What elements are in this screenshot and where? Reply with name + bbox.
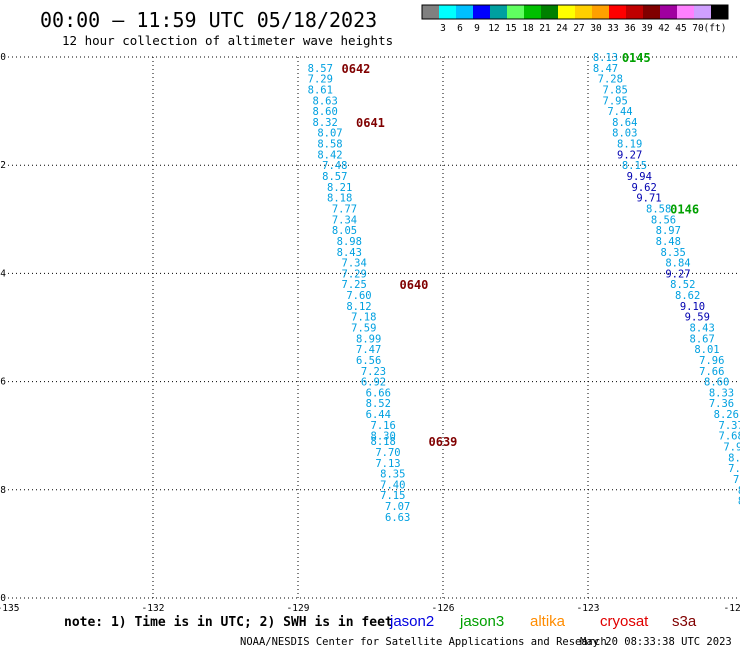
y-tick-label: -10	[0, 52, 6, 63]
colorbar-swatch	[643, 5, 660, 19]
pass-id-label: 0642	[342, 62, 371, 76]
y-tick-label: -18	[0, 485, 6, 496]
colorbar-label: 30	[590, 23, 602, 34]
colorbar-swatch	[558, 5, 575, 19]
colorbar-swatch	[575, 5, 592, 19]
colorbar-label: 70	[692, 23, 704, 34]
pass-id-label: 0145	[622, 51, 651, 65]
colorbar-label: 33	[607, 23, 618, 34]
legend-jason2: jason2	[389, 613, 434, 630]
footer-note: note: 1) Time is in UTC; 2) SWH is in fe…	[64, 615, 393, 630]
wave-height-value: 9.27	[665, 268, 690, 280]
y-tick-label: -16	[0, 377, 6, 388]
x-tick-label: -135	[0, 603, 19, 614]
satellite-legend: jason2 jason3 altika cryosat s3a	[389, 613, 697, 630]
y-tick-labels: -10 -12 -14 -16 -18 -20	[0, 52, 6, 604]
colorbar-swatch	[609, 5, 626, 19]
colorbar-swatch	[541, 5, 558, 19]
colorbar-label: 12	[488, 23, 499, 34]
pass-id-label: 0146	[670, 202, 699, 216]
legend-altika: altika	[530, 613, 566, 630]
colorbar-swatch	[694, 5, 711, 19]
colorbar-label: 15	[505, 23, 516, 34]
colorbar-label: 9	[474, 23, 480, 34]
footer-credit: NOAA/NESDIS Center for Satellite Applica…	[240, 636, 607, 648]
x-tick-label: -126	[432, 603, 455, 614]
colorbar-swatch	[456, 5, 473, 19]
footer-timestamp: May 20 08:33:38 UTC 2023	[580, 636, 732, 648]
pass-id-label: 0640	[400, 278, 429, 292]
wave-height-value: 9.59	[685, 312, 710, 324]
chart-subtitle: 12 hour collection of altimeter wave hei…	[62, 33, 393, 48]
legend-jason3: jason3	[459, 613, 504, 630]
colorbar-swatch	[660, 5, 677, 19]
colorbar-swatch	[524, 5, 541, 19]
legend-cryosat: cryosat	[600, 613, 649, 630]
pass-id-label: 0639	[429, 435, 458, 449]
wave-height-value: 9.27	[617, 149, 642, 161]
y-tick-label: -20	[0, 593, 6, 604]
colorbar-swatch	[490, 5, 507, 19]
x-tick-label: -124	[724, 603, 740, 614]
colorbar-label: 27	[573, 23, 584, 34]
colorbar-swatch	[507, 5, 524, 19]
x-tick-label: -123	[577, 603, 600, 614]
colorbar-label: 3	[440, 23, 446, 34]
wave-height-value: 9.71	[636, 193, 661, 205]
colorbar-swatch	[439, 5, 456, 19]
colorbar-unit: (ft)	[704, 23, 727, 34]
colorbar-label: 39	[641, 23, 653, 34]
colorbar-swatch	[626, 5, 643, 19]
colorbar-label: 6	[457, 23, 463, 34]
colorbar-label: 45	[675, 23, 686, 34]
wave-height-value: 6.63	[385, 512, 410, 524]
colorbar-label: 36	[624, 23, 636, 34]
y-tick-label: -12	[0, 160, 6, 171]
colorbar-swatch	[711, 5, 728, 19]
x-tick-label: -129	[287, 603, 310, 614]
x-tick-label: -132	[142, 603, 165, 614]
colorbar-swatch	[473, 5, 490, 19]
y-tick-label: -14	[0, 268, 6, 279]
legend-s3a: s3a	[672, 613, 697, 630]
colorbar-swatch	[677, 5, 694, 19]
colorbar-swatch	[422, 5, 439, 19]
colorbar-label: 21	[539, 23, 551, 34]
colorbar-label: 24	[556, 23, 568, 34]
colorbar-label: 18	[522, 23, 534, 34]
pass-id-label: 0641	[356, 116, 385, 130]
colorbar-swatch	[592, 5, 609, 19]
colorbar-label: 42	[658, 23, 669, 34]
chart-title: 00:00 – 11:59 UTC 05/18/2023	[40, 8, 377, 32]
